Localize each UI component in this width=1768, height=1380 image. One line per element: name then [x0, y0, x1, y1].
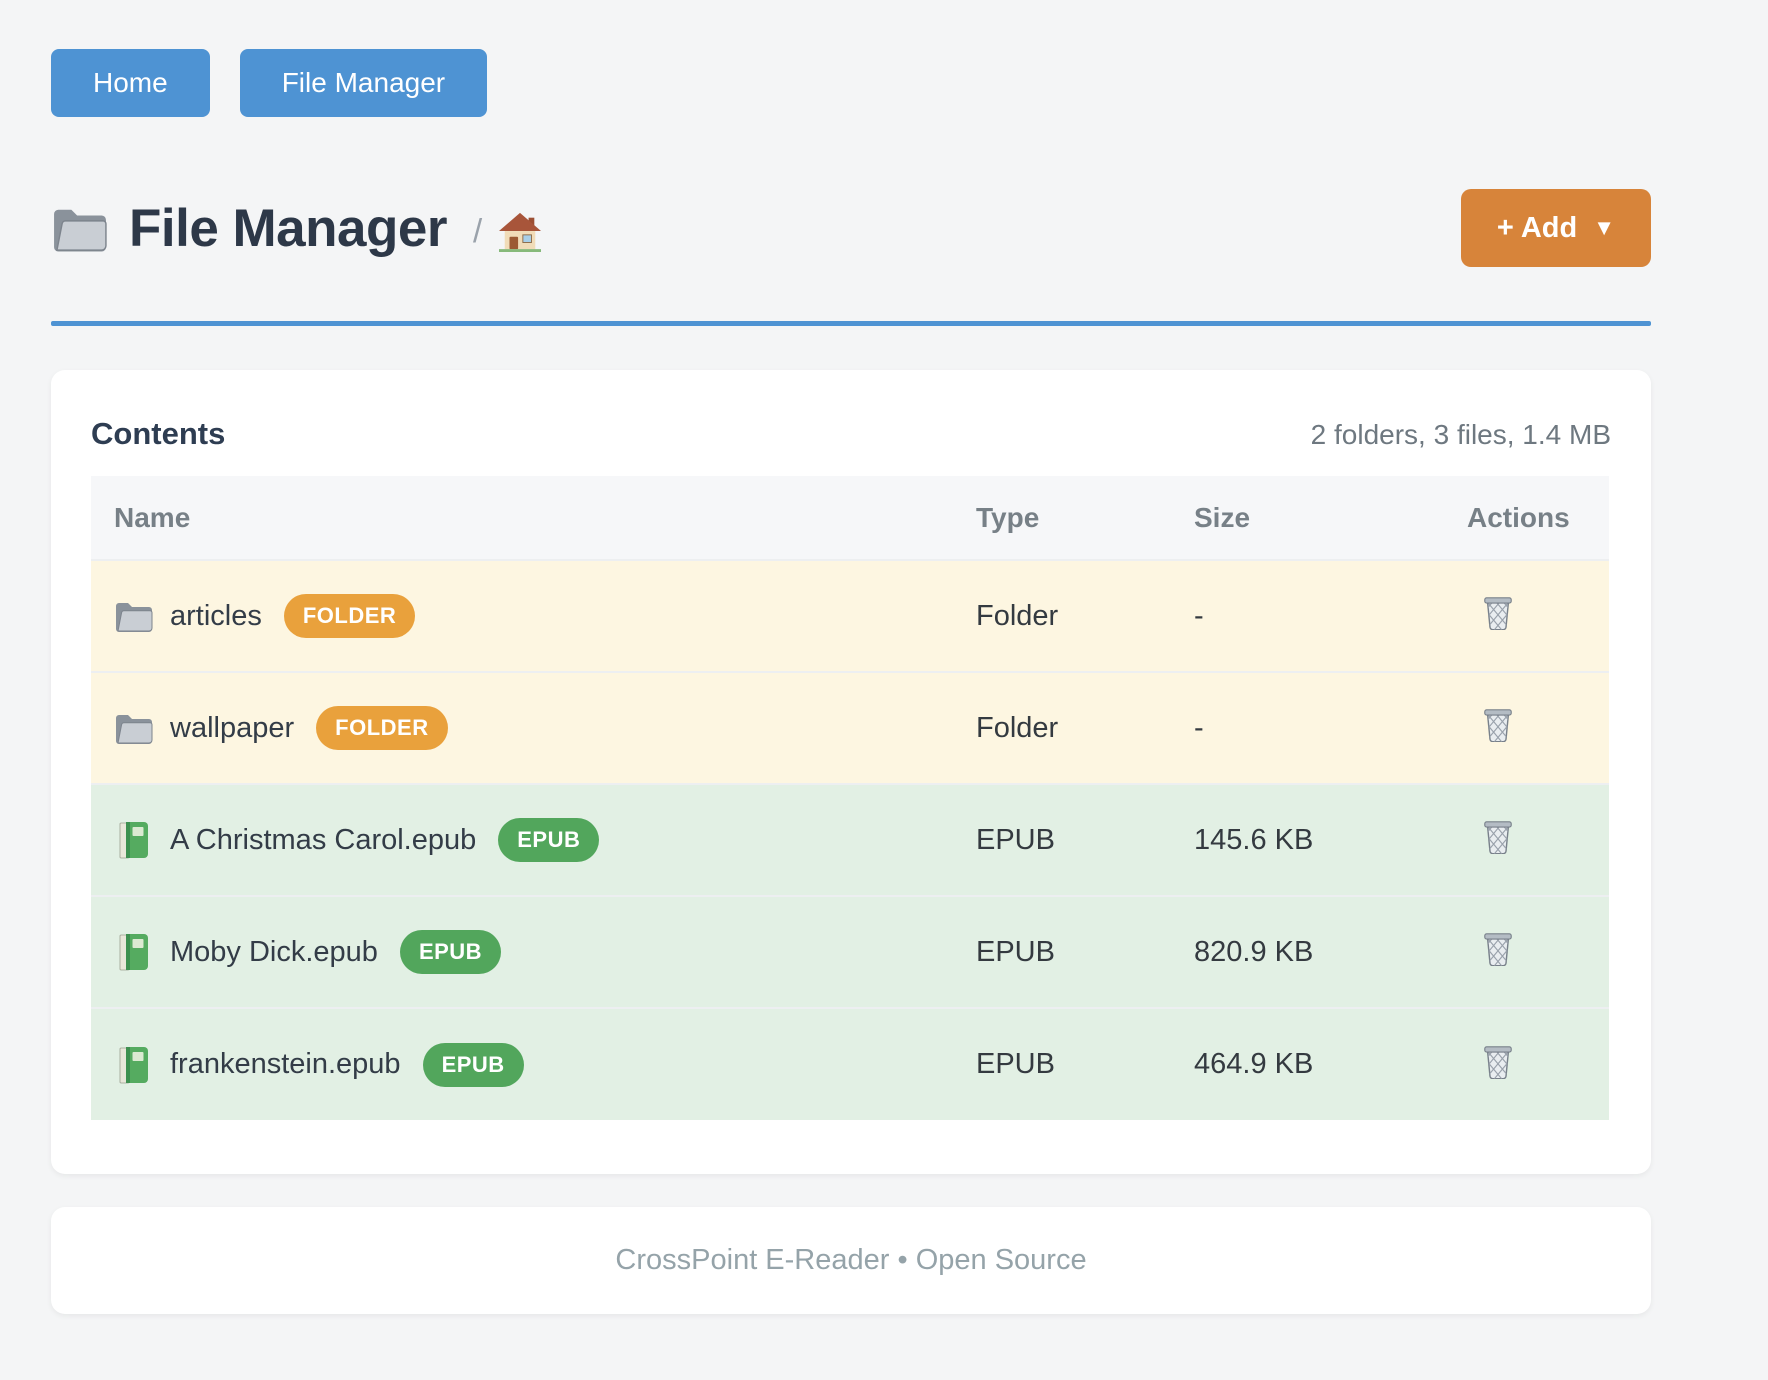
type-cell: Folder — [976, 599, 1059, 632]
column-header-name: Name — [114, 501, 191, 533]
trash-icon — [1481, 818, 1515, 854]
folder-icon — [114, 599, 154, 633]
table-header-row: Name Type Size Actions — [91, 476, 1609, 560]
table-row: wallpaper FOLDER Folder - — [91, 672, 1609, 784]
house-icon[interactable] — [498, 211, 542, 253]
file-name-link[interactable]: Moby Dick.epub — [170, 935, 378, 968]
contents-summary: 2 folders, 3 files, 1.4 MB — [1310, 419, 1611, 450]
column-header-actions: Actions — [1467, 501, 1570, 533]
trash-icon — [1481, 930, 1515, 966]
type-cell: EPUB — [976, 935, 1055, 968]
contents-card: Contents 2 folders, 3 files, 1.4 MB Name… — [51, 370, 1651, 1174]
folder-name-link[interactable]: articles — [170, 599, 262, 632]
card-header: Contents 2 folders, 3 files, 1.4 MB — [91, 416, 1611, 452]
file-name-link[interactable]: A Christmas Carol.epub — [170, 823, 477, 856]
type-badge: FOLDER — [316, 706, 448, 750]
delete-button[interactable] — [1481, 818, 1515, 854]
top-nav: Home File Manager — [51, 0, 1651, 117]
type-badge: EPUB — [399, 930, 502, 974]
column-header-type: Type — [976, 501, 1040, 533]
table-row: articles FOLDER Folder - — [91, 560, 1609, 672]
column-header-size: Size — [1194, 501, 1251, 533]
delete-button[interactable] — [1481, 1043, 1515, 1079]
folder-icon — [51, 204, 109, 253]
page-title-group: File Manager / — [51, 198, 542, 259]
type-cell: EPUB — [976, 823, 1055, 856]
table-row: A Christmas Carol.epub EPUB EPUB 145.6 K… — [91, 784, 1609, 896]
file-manager-button[interactable]: File Manager — [239, 49, 488, 117]
file-name-link[interactable]: frankenstein.epub — [170, 1048, 401, 1080]
contents-table: Name Type Size Actions articles FOLDER F… — [91, 476, 1609, 1120]
table-row: Moby Dick.epub EPUB EPUB 820.9 KB — [91, 896, 1609, 1008]
caret-down-icon: ▼ — [1593, 215, 1615, 240]
size-cell: - — [1194, 711, 1204, 744]
page-title: File Manager — [129, 198, 447, 258]
breadcrumb-separator: / — [472, 212, 483, 249]
page-container: Home File Manager File Manager / + Add ▼… — [51, 0, 1651, 1314]
type-cell: EPUB — [976, 1048, 1055, 1080]
title-divider — [51, 321, 1651, 326]
type-badge: EPUB — [422, 1042, 524, 1087]
page-header: File Manager / + Add ▼ — [51, 189, 1651, 267]
home-button[interactable]: Home — [51, 49, 210, 117]
size-cell: - — [1194, 599, 1204, 632]
footer-text: CrossPoint E-Reader • Open Source — [615, 1244, 1087, 1276]
add-button[interactable]: + Add ▼ — [1460, 189, 1651, 267]
delete-button[interactable] — [1481, 930, 1515, 966]
trash-icon — [1481, 1043, 1515, 1079]
size-cell: 464.9 KB — [1194, 1048, 1314, 1080]
footer: CrossPoint E-Reader • Open Source — [51, 1207, 1651, 1314]
size-cell: 820.9 KB — [1194, 935, 1314, 968]
contents-heading: Contents — [91, 416, 226, 451]
delete-button[interactable] — [1481, 594, 1515, 630]
green-book-icon — [119, 820, 149, 860]
folder-name-link[interactable]: wallpaper — [170, 711, 295, 744]
delete-button[interactable] — [1481, 706, 1515, 742]
size-cell: 145.6 KB — [1194, 823, 1314, 856]
folder-icon — [114, 711, 154, 745]
trash-icon — [1481, 594, 1515, 630]
table-row: frankenstein.epub EPUB EPUB 464.9 KB — [91, 1008, 1609, 1120]
green-book-icon — [119, 1045, 149, 1085]
type-badge: EPUB — [498, 818, 600, 862]
add-button-label: + Add — [1496, 211, 1578, 244]
type-cell: Folder — [976, 711, 1059, 744]
trash-icon — [1481, 706, 1515, 742]
green-book-icon — [119, 932, 149, 972]
type-badge: FOLDER — [283, 594, 416, 638]
